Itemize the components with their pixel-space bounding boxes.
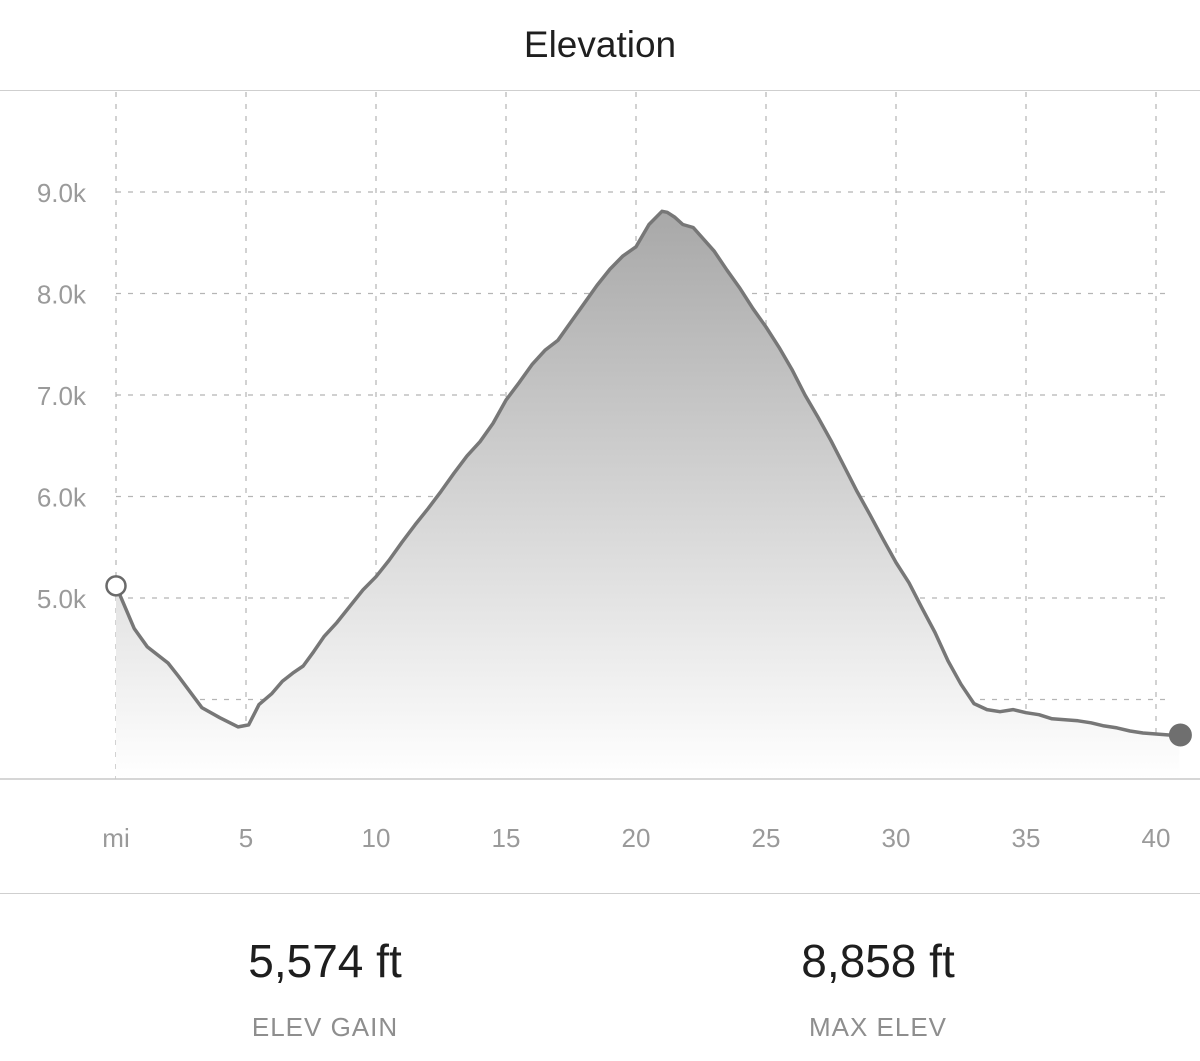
elev-gain-label: ELEV GAIN bbox=[251, 1012, 399, 1042]
y-tick-label: 7.0k bbox=[37, 381, 87, 411]
x-tick-label: 20 bbox=[622, 823, 651, 853]
y-tick-label: 6.0k bbox=[37, 483, 87, 513]
x-tick-label: 40 bbox=[1142, 823, 1171, 853]
chart-bottom-divider bbox=[0, 893, 1200, 894]
axis-layer: 5.0k 6.0k 7.0k 8.0k 9.0k mi 5 10 15 20 25 30 35 40 bbox=[0, 178, 1200, 853]
elevation-area-fill bbox=[116, 211, 1180, 780]
x-unit-label: mi bbox=[102, 823, 129, 853]
chart-title: Elevation bbox=[523, 24, 677, 65]
area-layer bbox=[114, 209, 1182, 780]
x-tick-label: 25 bbox=[752, 823, 781, 853]
elevation-line bbox=[114, 209, 1182, 737]
elevation-chart[interactable]: 5.0k 6.0k 7.0k 8.0k 9.0k mi 5 10 15 20 25 30 35 40 bbox=[0, 0, 1200, 894]
x-tick-label: 15 bbox=[492, 823, 521, 853]
elev-gain-value: 5,574 ft bbox=[248, 935, 402, 987]
header-divider bbox=[0, 90, 1200, 91]
marker-layer bbox=[105, 575, 1192, 747]
y-tick-label: 9.0k bbox=[37, 178, 87, 208]
stats-panel: 5,574 ft ELEV GAIN 8,858 ft MAX ELEV bbox=[0, 894, 1200, 1061]
y-tick-label: 5.0k bbox=[37, 584, 87, 614]
x-tick-label: 35 bbox=[1012, 823, 1041, 853]
x-tick-label: 30 bbox=[882, 823, 911, 853]
start-marker bbox=[105, 575, 127, 597]
end-marker bbox=[1168, 723, 1192, 747]
y-tick-label: 8.0k bbox=[37, 280, 87, 310]
max-elev-label: MAX ELEV bbox=[808, 1012, 948, 1042]
x-tick-label: 5 bbox=[239, 823, 253, 853]
x-tick-label: 10 bbox=[362, 823, 391, 853]
max-elev-value: 8,858 ft bbox=[801, 935, 955, 987]
